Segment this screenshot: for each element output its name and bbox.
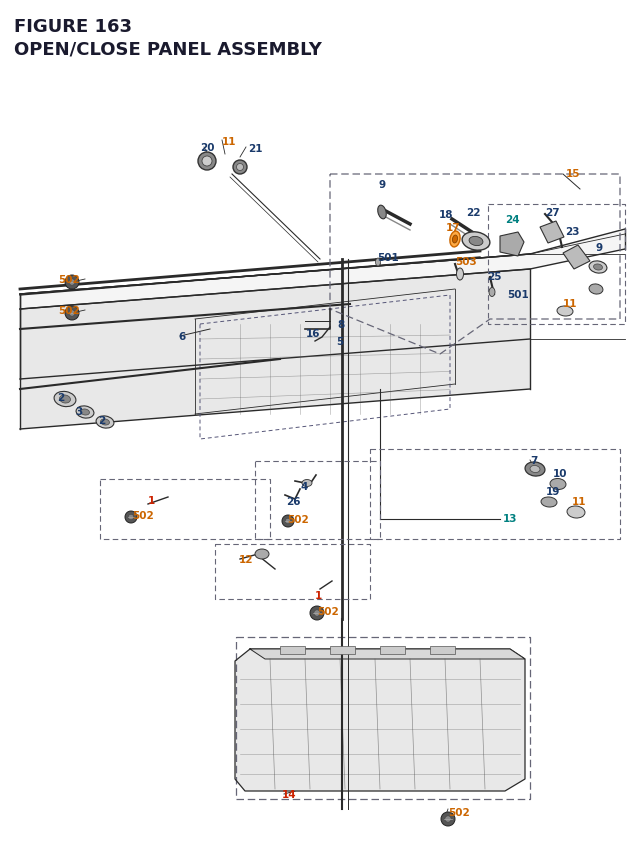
Polygon shape xyxy=(563,245,590,269)
Text: 1: 1 xyxy=(315,591,323,600)
Bar xyxy=(280,647,305,654)
Bar xyxy=(330,647,355,654)
Text: FIGURE 163: FIGURE 163 xyxy=(14,18,132,36)
Text: 4: 4 xyxy=(300,481,307,492)
Ellipse shape xyxy=(198,152,216,170)
Text: 25: 25 xyxy=(487,272,502,282)
Circle shape xyxy=(445,816,451,822)
Text: 18: 18 xyxy=(439,210,454,220)
Text: 22: 22 xyxy=(466,208,481,218)
Text: 502: 502 xyxy=(287,514,308,524)
Polygon shape xyxy=(20,230,625,310)
Circle shape xyxy=(65,307,79,320)
Ellipse shape xyxy=(54,392,76,407)
Ellipse shape xyxy=(589,285,603,294)
Ellipse shape xyxy=(567,506,585,518)
Ellipse shape xyxy=(469,237,483,246)
Text: 2: 2 xyxy=(98,416,105,425)
Text: 15: 15 xyxy=(566,169,580,179)
Text: 11: 11 xyxy=(563,299,577,308)
Ellipse shape xyxy=(100,419,109,425)
Text: 5: 5 xyxy=(336,337,343,347)
Ellipse shape xyxy=(60,395,70,404)
Ellipse shape xyxy=(456,269,463,281)
Circle shape xyxy=(125,511,137,523)
Circle shape xyxy=(441,812,455,826)
Bar xyxy=(430,647,455,654)
Circle shape xyxy=(128,515,134,520)
Circle shape xyxy=(69,311,75,317)
Ellipse shape xyxy=(81,410,90,416)
Text: 6: 6 xyxy=(178,331,185,342)
Text: 502: 502 xyxy=(317,606,339,616)
Text: 20: 20 xyxy=(200,143,214,152)
Ellipse shape xyxy=(550,479,566,490)
Text: 503: 503 xyxy=(455,257,477,267)
Ellipse shape xyxy=(541,498,557,507)
Text: 9: 9 xyxy=(378,180,385,189)
Circle shape xyxy=(65,276,79,289)
Ellipse shape xyxy=(237,164,243,171)
Text: 17: 17 xyxy=(446,223,461,232)
Ellipse shape xyxy=(378,206,387,220)
Text: 502: 502 xyxy=(58,275,80,285)
Ellipse shape xyxy=(525,462,545,476)
Ellipse shape xyxy=(233,161,247,175)
Ellipse shape xyxy=(462,232,490,251)
Text: 3: 3 xyxy=(75,406,83,417)
Ellipse shape xyxy=(557,307,573,317)
Ellipse shape xyxy=(589,262,607,274)
Text: 1: 1 xyxy=(148,495,156,505)
Ellipse shape xyxy=(76,406,94,418)
Text: 16: 16 xyxy=(306,329,321,338)
Text: 27: 27 xyxy=(545,208,559,218)
Text: 12: 12 xyxy=(239,554,253,564)
Circle shape xyxy=(310,606,324,620)
Text: 13: 13 xyxy=(503,513,518,523)
Text: 19: 19 xyxy=(546,486,561,497)
Bar xyxy=(380,647,405,654)
Circle shape xyxy=(282,516,294,528)
Text: 11: 11 xyxy=(222,137,237,147)
Text: 10: 10 xyxy=(553,468,568,479)
Ellipse shape xyxy=(255,549,269,560)
Polygon shape xyxy=(500,232,524,257)
Ellipse shape xyxy=(489,288,495,297)
Text: 502: 502 xyxy=(58,306,80,316)
Polygon shape xyxy=(250,649,525,660)
Text: 11: 11 xyxy=(572,497,586,506)
Circle shape xyxy=(314,610,320,616)
Text: 7: 7 xyxy=(530,455,538,466)
Circle shape xyxy=(285,518,291,524)
Ellipse shape xyxy=(376,258,381,267)
Text: 24: 24 xyxy=(505,214,520,225)
Ellipse shape xyxy=(302,480,312,487)
Polygon shape xyxy=(235,649,525,791)
Ellipse shape xyxy=(96,417,114,429)
Text: 21: 21 xyxy=(248,144,262,154)
Text: 23: 23 xyxy=(565,226,579,237)
Text: 9: 9 xyxy=(596,243,603,253)
Ellipse shape xyxy=(530,466,540,473)
Text: 501: 501 xyxy=(377,253,399,263)
Text: 502: 502 xyxy=(132,511,154,520)
Text: 14: 14 xyxy=(282,789,296,799)
Polygon shape xyxy=(20,269,530,430)
Ellipse shape xyxy=(593,264,602,270)
Text: 501: 501 xyxy=(507,289,529,300)
Text: OPEN/CLOSE PANEL ASSEMBLY: OPEN/CLOSE PANEL ASSEMBLY xyxy=(14,40,322,58)
Ellipse shape xyxy=(452,236,458,244)
Text: 8: 8 xyxy=(337,319,344,330)
Polygon shape xyxy=(540,222,564,244)
Ellipse shape xyxy=(202,157,212,167)
Text: 502: 502 xyxy=(448,807,470,817)
Ellipse shape xyxy=(450,232,460,248)
Circle shape xyxy=(69,280,75,286)
Text: 26: 26 xyxy=(286,497,301,506)
Text: 2: 2 xyxy=(57,393,64,403)
